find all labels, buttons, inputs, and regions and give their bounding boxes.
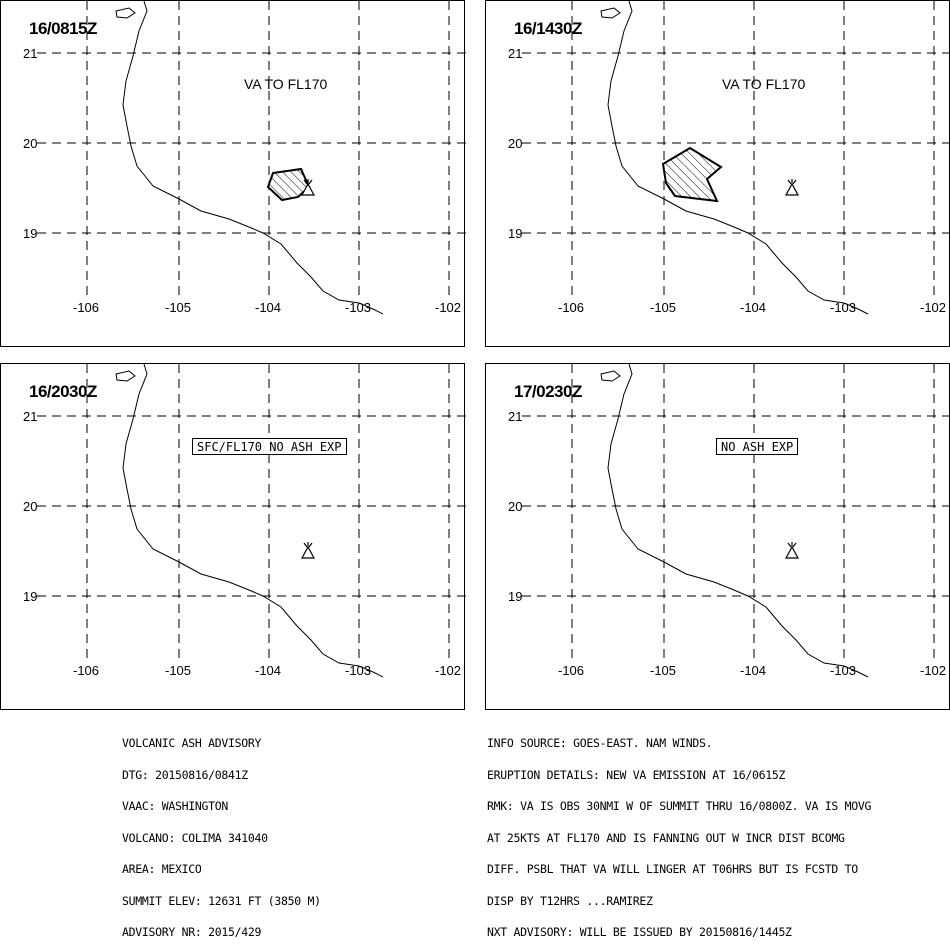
island [115,7,136,19]
lat-label: 21 [23,46,37,61]
lon-label: -103 [830,300,856,315]
lat-label: 21 [508,46,522,61]
ash-label: SFC/FL170 NO ASH EXP [192,438,347,455]
advisory-line: INFO SOURCE: GOES-EAST. NAM WINDS. [487,736,713,750]
advisory-line: VAAC: WASHINGTON [122,799,228,813]
advisory-line: ADVISORY NR: 2015/429 [122,925,262,939]
map-canvas: 21 20 19 -106 -105 -104 -103 -102 [23,1,466,315]
map-panel-1: 21 20 19 -106 -105 -104 -103 -102 16/0815Z VA T… [0,0,466,347]
lat-label: 20 [23,136,37,151]
island [600,370,621,382]
volcano-icon [300,179,316,196]
panel-time: 16/1430Z [514,19,582,38]
lon-label: -103 [830,663,856,678]
panel-time: 17/0230Z [514,382,582,401]
lon-label: -102 [435,663,461,678]
advisory-line: VOLCANO: COLIMA 341040 [122,830,268,845]
lon-label: -106 [73,663,99,678]
advisory-line: DTG: 20150816/0841Z [122,767,248,782]
lon-label: -106 [73,300,99,315]
advisory-line: SUMMIT ELEV: 12631 FT (3850 M) [122,893,321,908]
lon-label: -106 [558,300,584,315]
ash-label: NO ASH EXP [716,438,799,455]
lat-label: 20 [508,136,522,151]
lat-label: 19 [23,589,37,604]
advisory-line: DISP BY T12HRS ...RAMIREZ [487,893,653,908]
advisory-line: DIFF. PSBL THAT VA WILL LINGER AT T06HRS… [487,862,858,876]
volcano-icon [300,542,316,559]
lat-label: 19 [23,226,37,241]
map-panel-4: 21 20 19 -106 -105 -104 -103 -102 17/0230Z NO A… [485,363,950,710]
lon-label: -105 [650,300,676,315]
advisory-line: AREA: MEXICO [122,862,202,876]
lon-label: -103 [345,300,371,315]
advisory-line: RMK: VA IS OBS 30NMI W OF SUMMIT THRU 16… [487,799,872,813]
lon-label: -102 [435,300,461,315]
ash-plume-polygon [661,146,723,203]
advisory-line: NXT ADVISORY: WILL BE ISSUED BY 20150816… [487,925,792,939]
volcano-icon [784,179,800,196]
map-canvas: 21 20 19 -106 -105 -104 -103 -102 [508,1,950,315]
coastline [607,364,869,678]
map-canvas: 21 20 19 -106 -105 -104 -103 -102 [23,364,466,678]
lon-label: -105 [650,663,676,678]
map-panel-2: 21 20 19 -106 -105 -104 -103 -102 16/1430Z VA T… [485,0,950,347]
coastline [607,1,869,315]
lat-label: 21 [23,409,37,424]
advisory-line: ERUPTION DETAILS: NEW VA EMISSION AT 16/… [487,767,786,782]
lon-label: -104 [255,300,281,315]
panel-time: 16/0815Z [29,19,97,38]
map-canvas: 21 20 19 -106 -105 -104 -103 -102 [508,364,950,678]
lon-label: -102 [920,663,946,678]
advisory-text-right: INFO SOURCE: GOES-EAST. NAM WINDS. ERUPT… [487,717,871,948]
ash-label: VA TO FL170 [722,76,806,92]
lon-label: -106 [558,663,584,678]
advisory-line: VOLCANIC ASH ADVISORY [122,736,262,750]
volcano-icon [784,542,800,559]
lat-label: 19 [508,589,522,604]
lat-label: 21 [508,409,522,424]
panel-time: 16/2030Z [29,382,97,401]
lon-label: -104 [740,300,766,315]
lon-label: -104 [255,663,281,678]
ash-label: VA TO FL170 [244,76,328,92]
advisory-line: AT 25KTS AT FL170 AND IS FANNING OUT W I… [487,830,845,845]
coastline [122,364,384,678]
lat-label: 19 [508,226,522,241]
lon-label: -105 [165,663,191,678]
lon-label: -105 [165,300,191,315]
lon-label: -102 [920,300,946,315]
lat-label: 20 [23,499,37,514]
map-panel-3: 21 20 19 -106 -105 -104 -103 -102 16/2030Z SFC/… [0,363,466,710]
island [600,7,621,19]
island [115,370,136,382]
coastline [122,1,384,315]
lat-label: 20 [508,499,522,514]
lon-label: -103 [345,663,371,678]
advisory-text-left: VOLCANIC ASH ADVISORY DTG: 20150816/0841… [122,717,321,948]
ash-plume-polygon [266,167,311,202]
lon-label: -104 [740,663,766,678]
